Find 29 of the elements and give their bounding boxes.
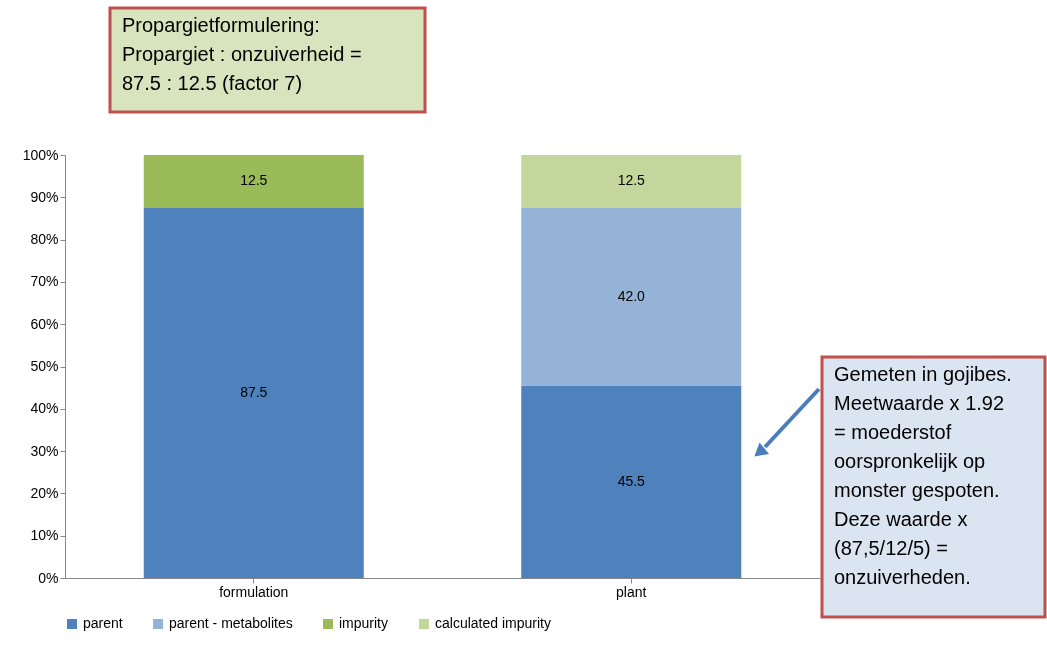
text: Gemeten in gojibes. Meetwaarde x 1.92 = moederstof oorspronkelijk op monster gespoten. Deze waarde x (87,5/12/5) = onzuiverheden. [834, 363, 1012, 588]
x-tick-label: plant [616, 583, 647, 600]
y-tick-label: 10% [30, 527, 59, 544]
y-tick-label: 70% [30, 273, 59, 290]
legend-label: parent [83, 615, 123, 631]
y-tick-label: 80% [30, 231, 59, 248]
data-label: 45.5 [617, 472, 646, 489]
data-label: 42.0 [617, 287, 646, 304]
y-tick-label: 60% [30, 315, 59, 332]
y-tick-label: 20% [30, 484, 59, 501]
data-label: 87.5 [240, 383, 268, 400]
legend-label: impurity [339, 615, 389, 631]
y-tick-label: 90% [30, 188, 59, 205]
x-tick-label: formulation [219, 583, 289, 600]
bar [143, 207, 364, 578]
y-tick-label: 30% [30, 442, 59, 459]
bar [521, 207, 742, 386]
legend-label: parent - metabolites [169, 615, 293, 631]
y-tick-label: 0% [38, 569, 59, 586]
data-label: 12.5 [240, 172, 268, 189]
y-tick-label: 40% [30, 400, 59, 417]
text: Propargietformulering: Propargiet : onzuiverheid = 87.5 : 12.5 (factor 7) [122, 14, 362, 94]
legend-label: calculated impurity [435, 615, 551, 631]
bar [143, 155, 364, 208]
data-label: 12.5 [617, 172, 646, 189]
y-tick-label: 50% [30, 358, 59, 374]
y-tick-label: 100% [22, 146, 59, 163]
bar [521, 155, 742, 208]
bar [521, 385, 742, 578]
